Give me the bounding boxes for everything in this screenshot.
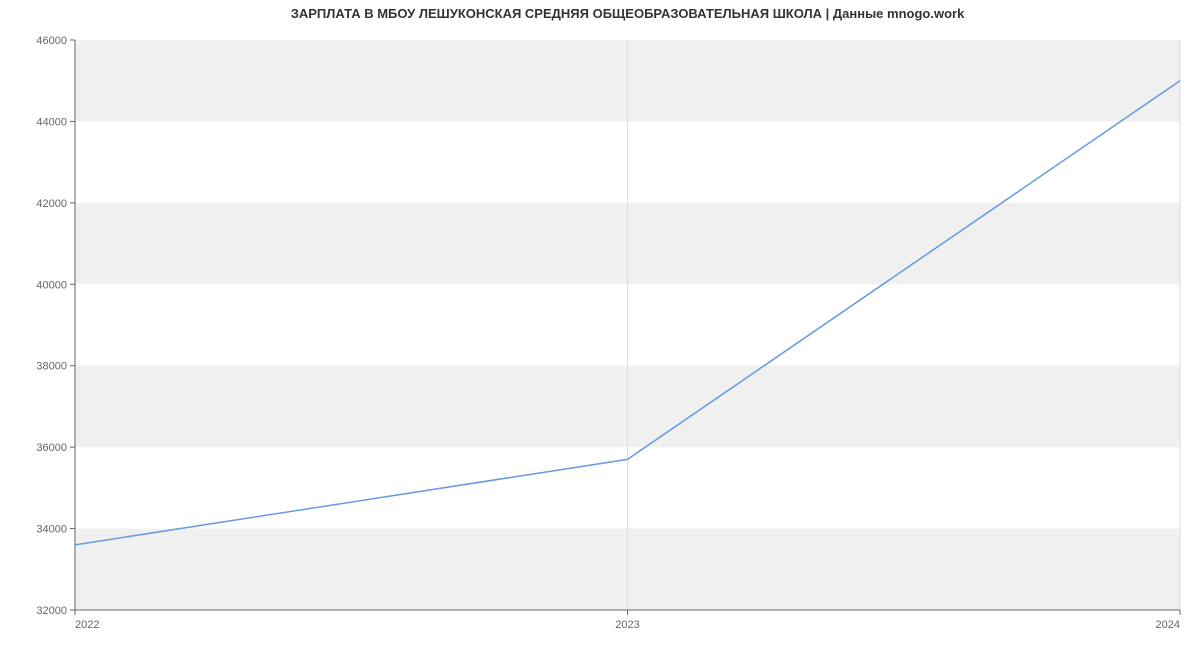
y-tick-label: 40000 (36, 279, 67, 291)
salary-line-chart: 32000 34000 36000 38000 40000 42000 44000 46000… (0, 0, 1200, 650)
chart-svg: 32000 34000 36000 38000 40000 42000 44000 46000… (0, 0, 1200, 650)
y-tick-label: 32000 (36, 605, 67, 617)
x-tick-label: 2022 (75, 619, 99, 631)
x-tick-label: 2023 (615, 619, 639, 631)
chart-title: ЗАРПЛАТА В МБОУ ЛЕШУКОНСКАЯ СРЕДНЯЯ ОБЩЕ… (291, 6, 965, 21)
y-tick-label: 36000 (36, 442, 67, 454)
y-tick-label: 38000 (36, 361, 67, 373)
y-tick-label: 46000 (36, 35, 67, 47)
x-tick-label: 2024 (1156, 619, 1180, 631)
y-tick-label: 44000 (36, 116, 67, 128)
y-tick-label: 42000 (36, 198, 67, 210)
y-tick-label: 34000 (36, 524, 67, 536)
